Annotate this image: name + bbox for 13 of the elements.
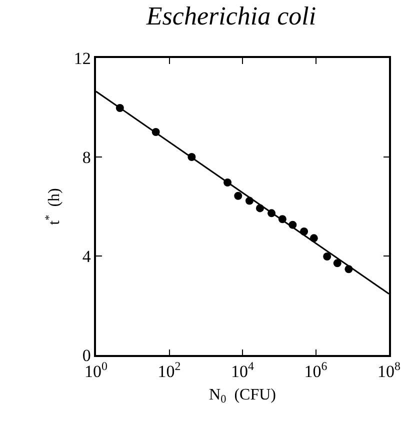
- x-tick-label: 10$^{8}$: [378, 359, 401, 382]
- x-tick-label: 10$^{2}$: [158, 359, 181, 382]
- x-tick-label: 10$^{6}$: [304, 359, 328, 382]
- x-tick-label: 10$^{4}$: [231, 359, 254, 382]
- y-tick-label: 12: [74, 48, 91, 68]
- point: [333, 259, 342, 268]
- y-tick-label: 4: [82, 246, 92, 266]
- y-tick-label: 8: [82, 148, 91, 167]
- point: [234, 192, 242, 200]
- point: [323, 252, 332, 260]
- x-axis-title: N$_{0}$ (CFU): [209, 386, 276, 406]
- chart-title: Escherichia coli: [145, 2, 316, 31]
- y-tick-label: 0: [82, 346, 91, 365]
